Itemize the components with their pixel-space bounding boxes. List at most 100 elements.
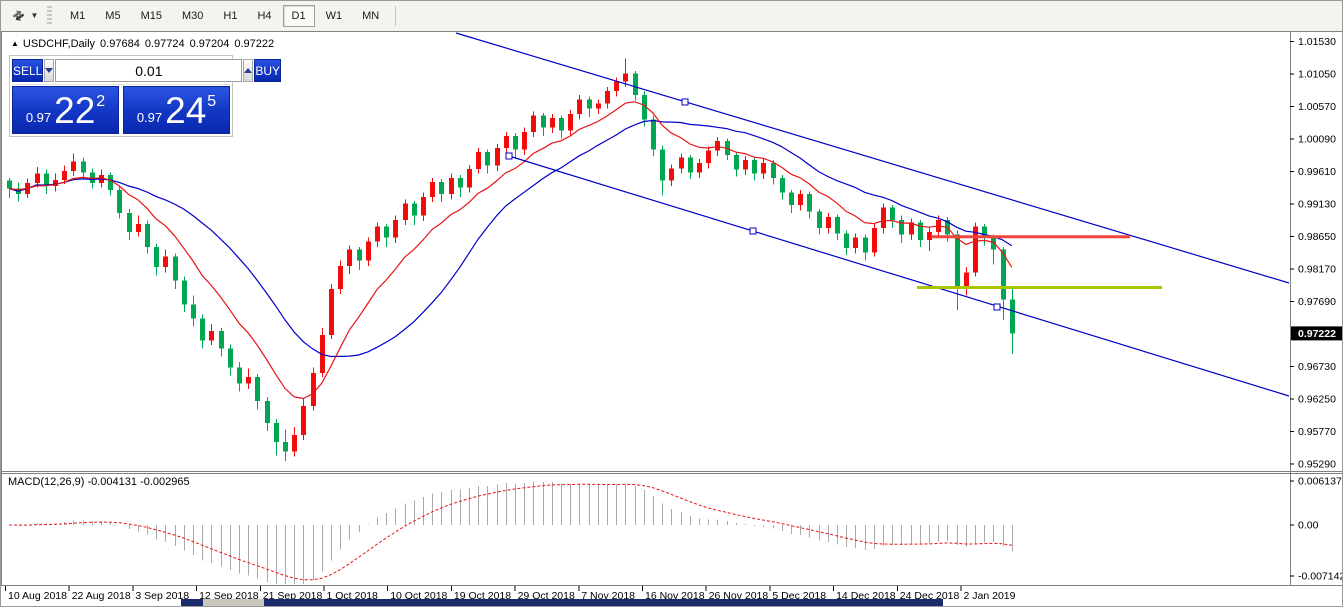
svg-text:22 Aug 2018: 22 Aug 2018: [72, 590, 131, 602]
candle-body: [918, 222, 923, 241]
candle-body: [421, 196, 426, 216]
candle-body: [117, 189, 122, 214]
candle-body: [209, 330, 214, 341]
candle-body: [614, 81, 619, 92]
candle-body: [660, 149, 665, 181]
candle-body: [108, 175, 113, 190]
timeframe-button-d1[interactable]: D1: [282, 5, 315, 27]
candle-body: [853, 237, 858, 249]
candle-body: [283, 441, 288, 452]
candle-body: [375, 226, 380, 242]
buy-price-pipette: 5: [207, 93, 217, 110]
volume-increase-button[interactable]: [243, 59, 254, 82]
channel-handle[interactable]: [681, 98, 689, 106]
candle-body: [495, 148, 500, 166]
candle-body: [292, 435, 297, 452]
candle-body: [623, 73, 628, 82]
toolbar-grip[interactable]: [47, 6, 52, 26]
channel-lower-line[interactable]: [508, 155, 1290, 397]
candle-body: [872, 227, 877, 253]
bottom-strip-gray: [203, 599, 264, 606]
volume-decrease-button[interactable]: [44, 59, 55, 82]
candle-body: [366, 241, 371, 261]
candle-body: [338, 265, 343, 289]
timeframe-button-h4[interactable]: H4: [248, 5, 280, 27]
candle-body: [485, 152, 490, 166]
candle-body: [311, 372, 316, 406]
candle-body: [191, 304, 196, 319]
svg-text:1.01530: 1.01530: [1298, 36, 1336, 48]
candle-body: [228, 348, 233, 368]
symbol-ohlc-header: ▲ USDCHF,Daily 0.97684 0.97724 0.97204 0.9722…: [11, 38, 274, 50]
candle-body: [274, 422, 279, 442]
candle-body: [384, 226, 389, 238]
price-axis[interactable]: 1.01530 1.01050 1.00570 1.00090 0.99610 0.991…: [1290, 36, 1343, 583]
close-value: 0.97222: [234, 38, 275, 50]
panel-divider: [12, 84, 230, 85]
sell-button[interactable]: SELL: [12, 59, 44, 82]
candle-body: [715, 141, 720, 151]
timeframe-button-w1[interactable]: W1: [317, 5, 352, 27]
svg-text:0.96730: 0.96730: [1298, 361, 1336, 373]
candle-body: [347, 249, 352, 266]
bottom-strip-navy: [264, 599, 943, 606]
candle-body: [467, 168, 472, 188]
timeframe-button-h1[interactable]: H1: [214, 5, 246, 27]
high-value: 0.97724: [144, 38, 185, 50]
toolbar-separator: [395, 6, 397, 26]
candle-body: [154, 246, 159, 268]
chart-shift-icon[interactable]: ▼: [7, 5, 41, 27]
candle-body: [163, 256, 168, 268]
candle-body: [62, 171, 67, 180]
candle-body: [927, 231, 932, 241]
candle-body: [955, 234, 960, 287]
macd-signal-line: [8, 483, 1012, 581]
timeframe-button-m15[interactable]: M15: [132, 5, 171, 27]
candle-body: [752, 160, 757, 174]
candle-body: [973, 226, 978, 273]
timeframe-button-m30[interactable]: M30: [173, 5, 212, 27]
sell-price-big: 22: [54, 89, 96, 131]
svg-text:0.006137: 0.006137: [1298, 476, 1342, 488]
channel-handle[interactable]: [505, 152, 513, 160]
timeframe-button-m5[interactable]: M5: [96, 5, 129, 27]
buy-button[interactable]: BUY: [254, 59, 282, 82]
candle-body: [642, 95, 647, 120]
collapse-arrow-icon[interactable]: ▲: [11, 39, 19, 48]
candle-body: [633, 73, 638, 96]
candle-body: [550, 118, 555, 128]
candle-body: [513, 135, 518, 150]
candle-body: [219, 330, 224, 349]
candle-body: [182, 280, 187, 305]
timeframe-button-mn[interactable]: MN: [353, 5, 388, 27]
candle-body: [237, 367, 242, 384]
candle-body: [265, 401, 270, 423]
svg-text:0.00: 0.00: [1298, 520, 1319, 532]
candle-body: [817, 211, 822, 228]
timeframe-button-m1[interactable]: M1: [61, 5, 94, 27]
buy-price-big: 24: [165, 89, 207, 131]
candles-layer: [7, 58, 1015, 461]
svg-text:-0.007142: -0.007142: [1298, 571, 1343, 583]
candle-body: [890, 207, 895, 220]
channel-handle[interactable]: [993, 303, 1001, 311]
candle-body: [669, 168, 674, 181]
channel-upper-line[interactable]: [455, 32, 1290, 284]
channel-handle[interactable]: [749, 227, 757, 235]
candle-body: [651, 119, 656, 150]
sell-price-box[interactable]: 0.97 22 2: [12, 86, 119, 134]
candle-body: [761, 162, 766, 174]
sell-price-prefix: 0.97: [25, 109, 52, 125]
ma-fast-line: [8, 101, 1013, 400]
candle-body: [826, 217, 831, 228]
candle-body: [476, 152, 481, 169]
candle-body: [357, 249, 362, 261]
candle-body: [430, 181, 435, 197]
buy-price-box[interactable]: 0.97 24 5: [123, 86, 230, 134]
volume-input[interactable]: [55, 59, 243, 82]
candle-body: [173, 256, 178, 281]
candle-body: [964, 272, 969, 287]
candle-body: [780, 177, 785, 193]
sell-price-pipette: 2: [96, 93, 106, 110]
candle-body: [136, 223, 141, 232]
